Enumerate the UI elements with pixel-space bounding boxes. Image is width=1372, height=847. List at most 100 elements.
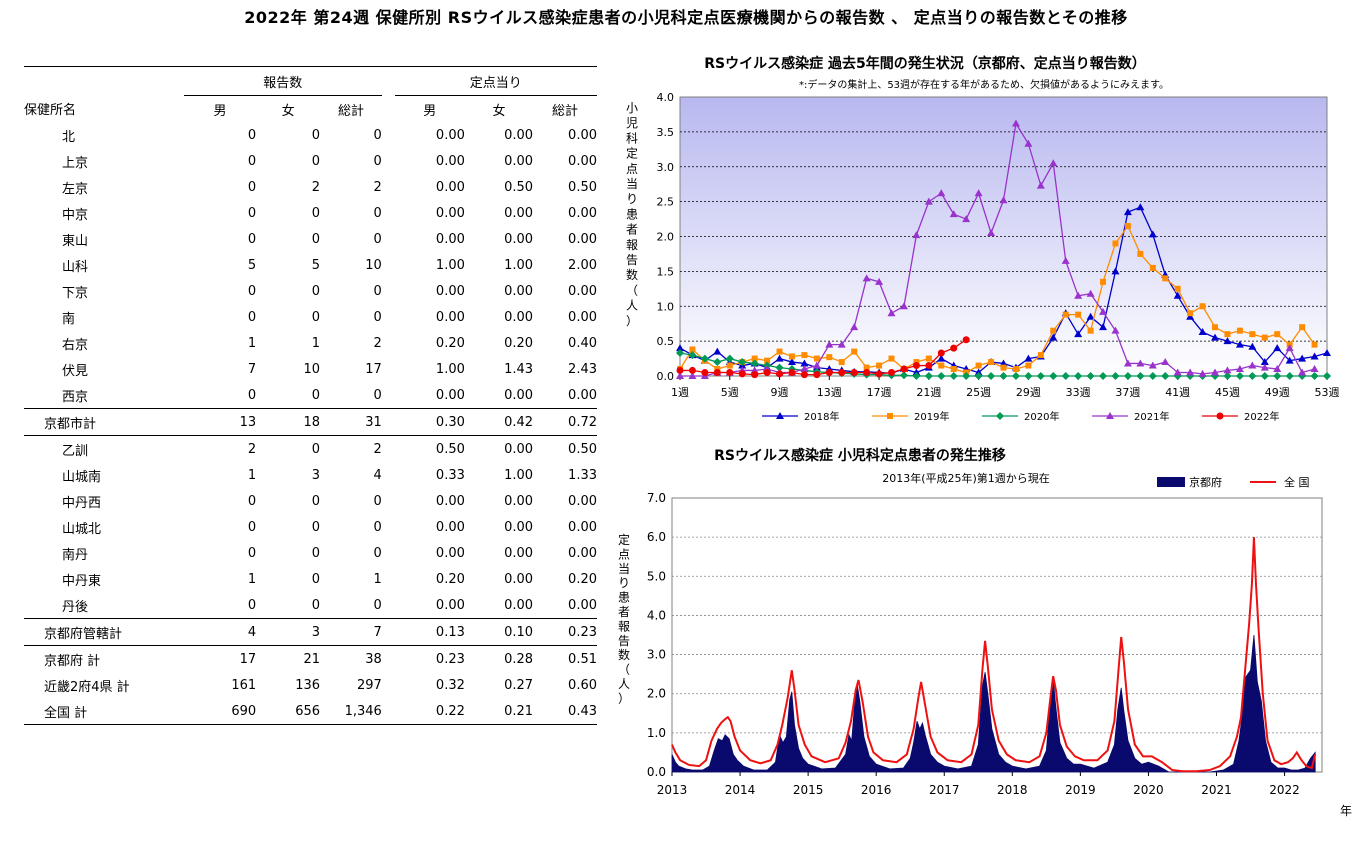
chart1-legend-label: 2022年 bbox=[1244, 410, 1279, 423]
cell-male-per-site: 0.00 bbox=[435, 519, 465, 535]
chart1-data-point bbox=[751, 355, 758, 362]
cell-total: 0 bbox=[320, 592, 382, 619]
y-axis-label-char: （ bbox=[618, 663, 630, 677]
cell-female-per-site: 0.00 bbox=[504, 283, 534, 299]
chart1-data-point bbox=[925, 362, 933, 370]
col-header-male-per-site: 男 bbox=[423, 103, 437, 119]
cell-female: 0 bbox=[256, 382, 321, 409]
cell-male-per-site: 0.32 bbox=[435, 677, 465, 693]
cell-name: 東山 bbox=[62, 233, 89, 249]
chart1-data-point bbox=[1111, 326, 1120, 334]
cell-male-per-site: 0.00 bbox=[435, 179, 465, 195]
cell-male-per-site: 0.23 bbox=[435, 651, 465, 667]
y-axis-label-char: 報 bbox=[618, 619, 630, 633]
chart1-data-point bbox=[713, 369, 721, 377]
cell-male: 0 bbox=[247, 283, 257, 299]
cell-male-per-site: 0.00 bbox=[435, 205, 465, 221]
cell-male: 1 bbox=[247, 571, 257, 587]
chart1-data-point bbox=[999, 372, 1008, 380]
chart1-series-line bbox=[680, 121, 1315, 377]
chart1-data-point bbox=[1248, 361, 1257, 369]
chart1-data-point bbox=[851, 348, 858, 355]
cell-total-per-site: 0.00 bbox=[568, 205, 597, 221]
cell-female-per-site: 0.00 bbox=[504, 205, 534, 221]
chart1-y-tick-label: 2.0 bbox=[657, 231, 675, 244]
chart1-legend-label: 2019年 bbox=[914, 410, 949, 423]
chart1-data-point bbox=[713, 347, 722, 355]
chart1-data-point bbox=[750, 359, 759, 368]
chart2-subtitle: 2013年(平成25年)第1週から現在 bbox=[882, 471, 1050, 485]
y-axis-label-char: 当 bbox=[626, 177, 638, 191]
chart1-data-point bbox=[875, 370, 883, 378]
cell-female-per-site: 0.00 bbox=[504, 493, 534, 509]
chart1-data-point bbox=[1285, 372, 1294, 380]
y-axis-label-char: 人 bbox=[626, 299, 638, 313]
chart1-data-point bbox=[1061, 256, 1070, 264]
table-group-header: 報告数 定点当り bbox=[24, 66, 597, 96]
cell-total: 10 bbox=[365, 257, 382, 273]
cell-female: 0 bbox=[311, 441, 321, 457]
y-axis-label-char: り bbox=[618, 576, 630, 590]
cell-name: 京都府管轄計 bbox=[24, 618, 184, 646]
chart1-data-point bbox=[937, 354, 946, 362]
chart1-data-point bbox=[1260, 372, 1269, 380]
chart1-data-point bbox=[875, 277, 884, 285]
chart2-y-tick-label: 3.0 bbox=[647, 648, 666, 662]
cell-female-per-site: 0.50 bbox=[504, 179, 534, 195]
chart1-data-point bbox=[1123, 359, 1132, 367]
cell-name: 上京 bbox=[62, 155, 89, 171]
cell-total-per-site: 0.00 bbox=[568, 231, 597, 247]
chart1-data-point bbox=[1037, 352, 1044, 359]
chart1-series-line bbox=[679, 224, 1316, 374]
cell-female: 3 bbox=[256, 618, 321, 646]
cell-male-per-site: 0.00 bbox=[435, 283, 465, 299]
chart1-data-point bbox=[1224, 331, 1231, 338]
chart1-x-tick-label: 29週 bbox=[1016, 386, 1041, 399]
chart1-data-point bbox=[1248, 372, 1257, 380]
cell-male-per-site: 0.00 bbox=[394, 592, 465, 619]
cell-name: 西京 bbox=[24, 382, 184, 409]
cell-female: 10 bbox=[303, 361, 321, 377]
y-axis-label-char: 者 bbox=[626, 223, 638, 237]
cell-male-per-site: 0.20 bbox=[435, 571, 465, 587]
cell-total-per-site: 0.00 bbox=[568, 309, 597, 325]
chart1-data-point bbox=[676, 348, 684, 357]
y-axis-label-char: （ bbox=[626, 283, 638, 297]
chart1-data-point bbox=[1273, 344, 1282, 352]
chart1-data-point bbox=[726, 362, 733, 369]
cell-female: 3 bbox=[311, 467, 321, 483]
cell-male: 1 bbox=[247, 467, 257, 483]
chart1-data-point bbox=[1173, 291, 1182, 299]
cell-male: 0 bbox=[247, 179, 257, 195]
chart1-data-point bbox=[1123, 208, 1132, 216]
cell-total: 297 bbox=[357, 677, 382, 693]
chart1-data-point bbox=[1198, 328, 1207, 336]
cell-male: 161 bbox=[231, 677, 257, 693]
table-row: 近畿2府4県 計 161 136 297 0.32 0.27 0.60 bbox=[24, 672, 597, 698]
chart1-x-tick-label: 53週 bbox=[1315, 386, 1340, 399]
chart1-data-point bbox=[1100, 278, 1107, 285]
cell-total-per-site: 0.20 bbox=[568, 571, 597, 587]
cell-total: 7 bbox=[320, 618, 382, 646]
chart1-data-point bbox=[1074, 372, 1083, 380]
cell-total: 0 bbox=[373, 545, 382, 561]
cell-total-per-site: 0.00 bbox=[568, 545, 597, 561]
cell-total: 31 bbox=[320, 408, 382, 436]
cell-total-per-site: 0.00 bbox=[568, 519, 597, 535]
cell-male: 0 bbox=[247, 153, 257, 169]
chart1-data-point bbox=[974, 372, 983, 380]
chart1-data-point bbox=[801, 352, 808, 359]
chart1-legend-label: 2018年 bbox=[804, 410, 839, 423]
chart1-data-point bbox=[700, 354, 709, 363]
chart1-data-point bbox=[1148, 372, 1157, 380]
table-row: 山科 5 5 10 1.00 1.00 2.00 bbox=[24, 252, 597, 278]
chart1-data-point bbox=[1235, 340, 1244, 348]
cell-female-per-site: 0.00 bbox=[504, 441, 534, 457]
chart1-data-point bbox=[1074, 291, 1083, 299]
cell-male: 0 bbox=[183, 592, 257, 619]
cell-female-per-site: 0.10 bbox=[464, 618, 534, 646]
chart2-series-kyoto-area bbox=[671, 634, 1316, 773]
chart2-legend: 京都府 全 国 bbox=[1157, 475, 1310, 489]
chart1-data-point bbox=[1024, 139, 1033, 147]
cell-male: 0 bbox=[247, 545, 257, 561]
